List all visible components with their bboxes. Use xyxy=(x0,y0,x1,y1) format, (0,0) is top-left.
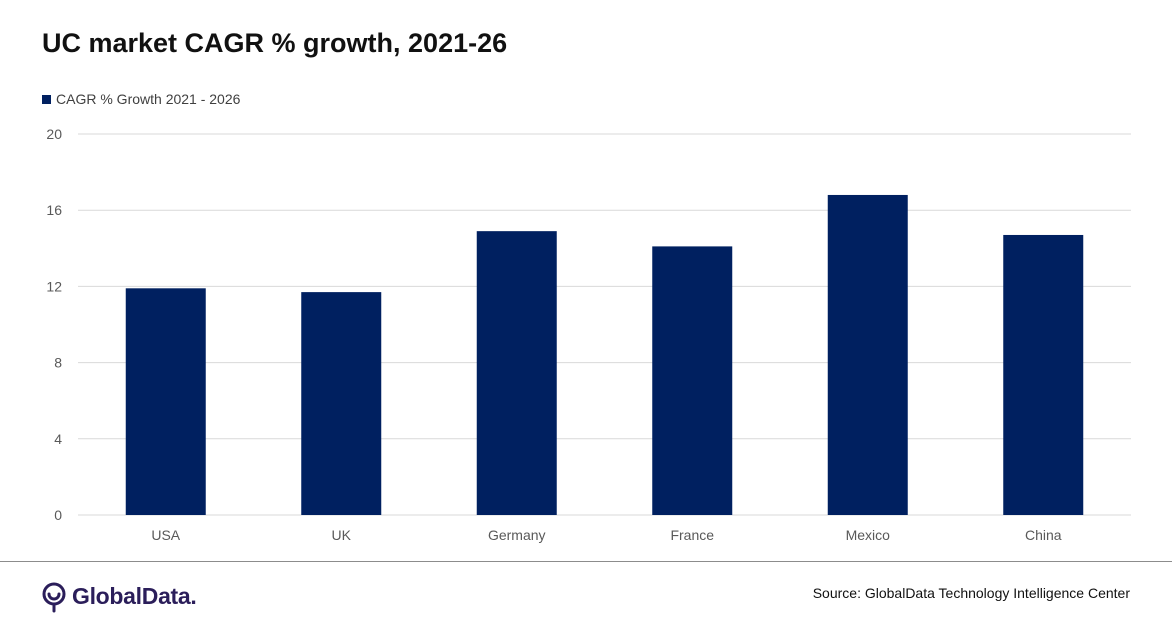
y-tick-label: 0 xyxy=(54,507,62,523)
y-tick-label: 16 xyxy=(46,202,62,218)
x-tick-label: USA xyxy=(151,527,180,543)
x-tick-label: Mexico xyxy=(846,527,891,543)
x-tick-label: France xyxy=(670,527,714,543)
chart-title: UC market CAGR % growth, 2021-26 xyxy=(42,28,508,58)
y-tick-label: 8 xyxy=(54,355,62,371)
y-tick-label: 20 xyxy=(46,126,62,142)
bar xyxy=(1003,234,1084,515)
x-tick-label: China xyxy=(1025,527,1062,543)
legend-swatch xyxy=(42,94,51,104)
x-tick-label: Germany xyxy=(488,527,546,543)
legend: CAGR % Growth 2021 - 2026 xyxy=(42,90,240,108)
globaldata-logo-icon xyxy=(42,582,66,613)
bar xyxy=(652,246,733,515)
y-tick-label: 4 xyxy=(54,431,62,447)
bar xyxy=(827,194,908,515)
bar xyxy=(301,292,382,515)
bar-chart: 0 4 8 12 16 20 USA UK Germany France Mexico China xyxy=(46,126,1131,543)
legend-label: CAGR % Growth 2021 - 2026 xyxy=(56,91,241,107)
x-tick-label: UK xyxy=(332,527,352,543)
source-note: Source: GlobalData Technology Intelligen… xyxy=(812,585,1130,601)
y-tick-label: 12 xyxy=(46,278,62,294)
bar xyxy=(125,288,206,515)
globaldata-logo: GlobalData. xyxy=(40,578,197,614)
logo-text: GlobalData. xyxy=(72,582,197,609)
bar xyxy=(476,231,557,515)
footer-divider xyxy=(0,561,1172,562)
